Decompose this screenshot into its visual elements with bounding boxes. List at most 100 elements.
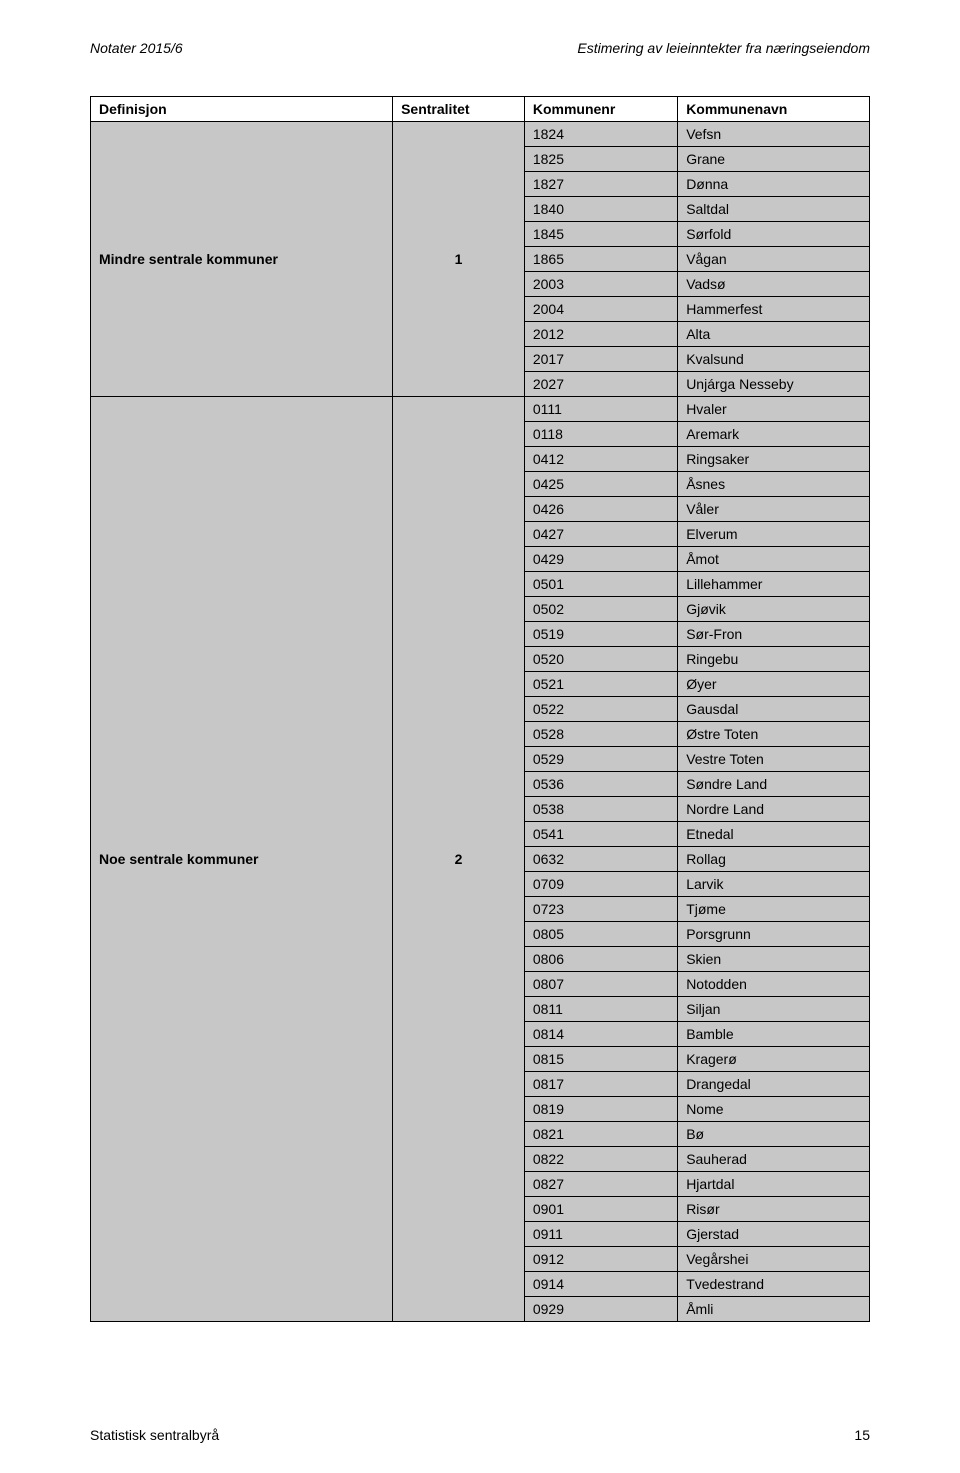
cell-kommunenr: 0632 bbox=[524, 847, 677, 872]
cell-kommunenavn: Vefsn bbox=[678, 122, 870, 147]
header-left: Notater 2015/6 bbox=[90, 40, 183, 56]
cell-kommunenavn: Rollag bbox=[678, 847, 870, 872]
cell-kommunenr: 2003 bbox=[524, 272, 677, 297]
cell-kommunenavn: Etnedal bbox=[678, 822, 870, 847]
cell-kommunenavn: Dønna bbox=[678, 172, 870, 197]
cell-kommunenavn: Søndre Land bbox=[678, 772, 870, 797]
cell-kommunenavn: Hammerfest bbox=[678, 297, 870, 322]
cell-sentralitet: 1 bbox=[393, 122, 525, 397]
cell-kommunenr: 0811 bbox=[524, 997, 677, 1022]
cell-kommunenr: 0805 bbox=[524, 922, 677, 947]
cell-kommunenr: 1825 bbox=[524, 147, 677, 172]
cell-kommunenr: 0901 bbox=[524, 1197, 677, 1222]
cell-kommunenavn: Risør bbox=[678, 1197, 870, 1222]
cell-sentralitet: 2 bbox=[393, 397, 525, 1322]
cell-kommunenr: 0929 bbox=[524, 1297, 677, 1322]
cell-kommunenavn: Kragerø bbox=[678, 1047, 870, 1072]
page-header: Notater 2015/6 Estimering av leieinntekt… bbox=[90, 40, 870, 56]
cell-kommunenr: 0541 bbox=[524, 822, 677, 847]
cell-kommunenavn: Bø bbox=[678, 1122, 870, 1147]
cell-kommunenr: 0912 bbox=[524, 1247, 677, 1272]
cell-kommunenr: 2027 bbox=[524, 372, 677, 397]
cell-kommunenr: 0911 bbox=[524, 1222, 677, 1247]
table-row: Noe sentrale kommuner20111Hvaler bbox=[91, 397, 870, 422]
cell-kommunenavn: Vågan bbox=[678, 247, 870, 272]
cell-kommunenr: 0519 bbox=[524, 622, 677, 647]
cell-kommunenavn: Tvedestrand bbox=[678, 1272, 870, 1297]
cell-kommunenr: 0429 bbox=[524, 547, 677, 572]
cell-kommunenavn: Våler bbox=[678, 497, 870, 522]
cell-kommunenr: 0821 bbox=[524, 1122, 677, 1147]
cell-kommunenavn: Hvaler bbox=[678, 397, 870, 422]
cell-kommunenavn: Gjøvik bbox=[678, 597, 870, 622]
cell-kommunenavn: Elverum bbox=[678, 522, 870, 547]
cell-kommunenr: 0425 bbox=[524, 472, 677, 497]
cell-kommunenavn: Siljan bbox=[678, 997, 870, 1022]
cell-kommunenavn: Grane bbox=[678, 147, 870, 172]
cell-kommunenavn: Vestre Toten bbox=[678, 747, 870, 772]
cell-kommunenavn: Aremark bbox=[678, 422, 870, 447]
cell-kommunenavn: Saltdal bbox=[678, 197, 870, 222]
cell-kommunenavn: Vegårshei bbox=[678, 1247, 870, 1272]
cell-definisjon: Mindre sentrale kommuner bbox=[91, 122, 393, 397]
cell-kommunenavn: Hjartdal bbox=[678, 1172, 870, 1197]
header-right: Estimering av leieinntekter fra næringse… bbox=[577, 40, 870, 56]
cell-kommunenavn: Ringsaker bbox=[678, 447, 870, 472]
cell-kommunenavn: Sørfold bbox=[678, 222, 870, 247]
cell-kommunenavn: Tjøme bbox=[678, 897, 870, 922]
cell-kommunenr: 0807 bbox=[524, 972, 677, 997]
col-sentralitet: Sentralitet bbox=[393, 97, 525, 122]
cell-kommunenavn: Gausdal bbox=[678, 697, 870, 722]
cell-kommunenr: 0814 bbox=[524, 1022, 677, 1047]
cell-kommunenavn: Ringebu bbox=[678, 647, 870, 672]
cell-kommunenavn: Østre Toten bbox=[678, 722, 870, 747]
cell-kommunenavn: Notodden bbox=[678, 972, 870, 997]
cell-kommunenr: 0522 bbox=[524, 697, 677, 722]
cell-kommunenr: 0819 bbox=[524, 1097, 677, 1122]
table-head: Definisjon Sentralitet Kommunenr Kommune… bbox=[91, 97, 870, 122]
kommuner-table: Definisjon Sentralitet Kommunenr Kommune… bbox=[90, 96, 870, 1322]
cell-kommunenavn: Alta bbox=[678, 322, 870, 347]
cell-kommunenr: 0806 bbox=[524, 947, 677, 972]
cell-kommunenr: 0817 bbox=[524, 1072, 677, 1097]
document-page: Notater 2015/6 Estimering av leieinntekt… bbox=[0, 0, 960, 1473]
cell-kommunenr: 1845 bbox=[524, 222, 677, 247]
cell-kommunenr: 0827 bbox=[524, 1172, 677, 1197]
cell-kommunenavn: Skien bbox=[678, 947, 870, 972]
cell-kommunenr: 0501 bbox=[524, 572, 677, 597]
page-footer: Statistisk sentralbyrå 15 bbox=[90, 1427, 870, 1443]
cell-kommunenavn: Gjerstad bbox=[678, 1222, 870, 1247]
cell-kommunenavn: Larvik bbox=[678, 872, 870, 897]
cell-kommunenavn: Drangedal bbox=[678, 1072, 870, 1097]
cell-kommunenavn: Kvalsund bbox=[678, 347, 870, 372]
cell-kommunenavn: Åsnes bbox=[678, 472, 870, 497]
cell-kommunenr: 0426 bbox=[524, 497, 677, 522]
table-header-row: Definisjon Sentralitet Kommunenr Kommune… bbox=[91, 97, 870, 122]
cell-kommunenr: 0412 bbox=[524, 447, 677, 472]
cell-kommunenr: 0538 bbox=[524, 797, 677, 822]
cell-kommunenr: 0822 bbox=[524, 1147, 677, 1172]
col-definisjon: Definisjon bbox=[91, 97, 393, 122]
cell-kommunenavn: Bamble bbox=[678, 1022, 870, 1047]
cell-kommunenr: 1865 bbox=[524, 247, 677, 272]
footer-left: Statistisk sentralbyrå bbox=[90, 1427, 219, 1443]
cell-kommunenr: 0536 bbox=[524, 772, 677, 797]
cell-kommunenavn: Unjárga Nesseby bbox=[678, 372, 870, 397]
cell-kommunenr: 1824 bbox=[524, 122, 677, 147]
cell-kommunenr: 0521 bbox=[524, 672, 677, 697]
cell-kommunenavn: Lillehammer bbox=[678, 572, 870, 597]
cell-kommunenr: 0815 bbox=[524, 1047, 677, 1072]
cell-kommunenr: 0111 bbox=[524, 397, 677, 422]
cell-kommunenr: 0427 bbox=[524, 522, 677, 547]
cell-kommunenr: 1827 bbox=[524, 172, 677, 197]
cell-kommunenr: 1840 bbox=[524, 197, 677, 222]
table-body: Mindre sentrale kommuner11824Vefsn1825Gr… bbox=[91, 122, 870, 1322]
cell-kommunenr: 0723 bbox=[524, 897, 677, 922]
cell-kommunenavn: Nordre Land bbox=[678, 797, 870, 822]
footer-right: 15 bbox=[854, 1427, 870, 1443]
col-kommunenr: Kommunenr bbox=[524, 97, 677, 122]
cell-kommunenr: 2012 bbox=[524, 322, 677, 347]
cell-kommunenr: 0520 bbox=[524, 647, 677, 672]
cell-kommunenr: 0118 bbox=[524, 422, 677, 447]
cell-definisjon: Noe sentrale kommuner bbox=[91, 397, 393, 1322]
